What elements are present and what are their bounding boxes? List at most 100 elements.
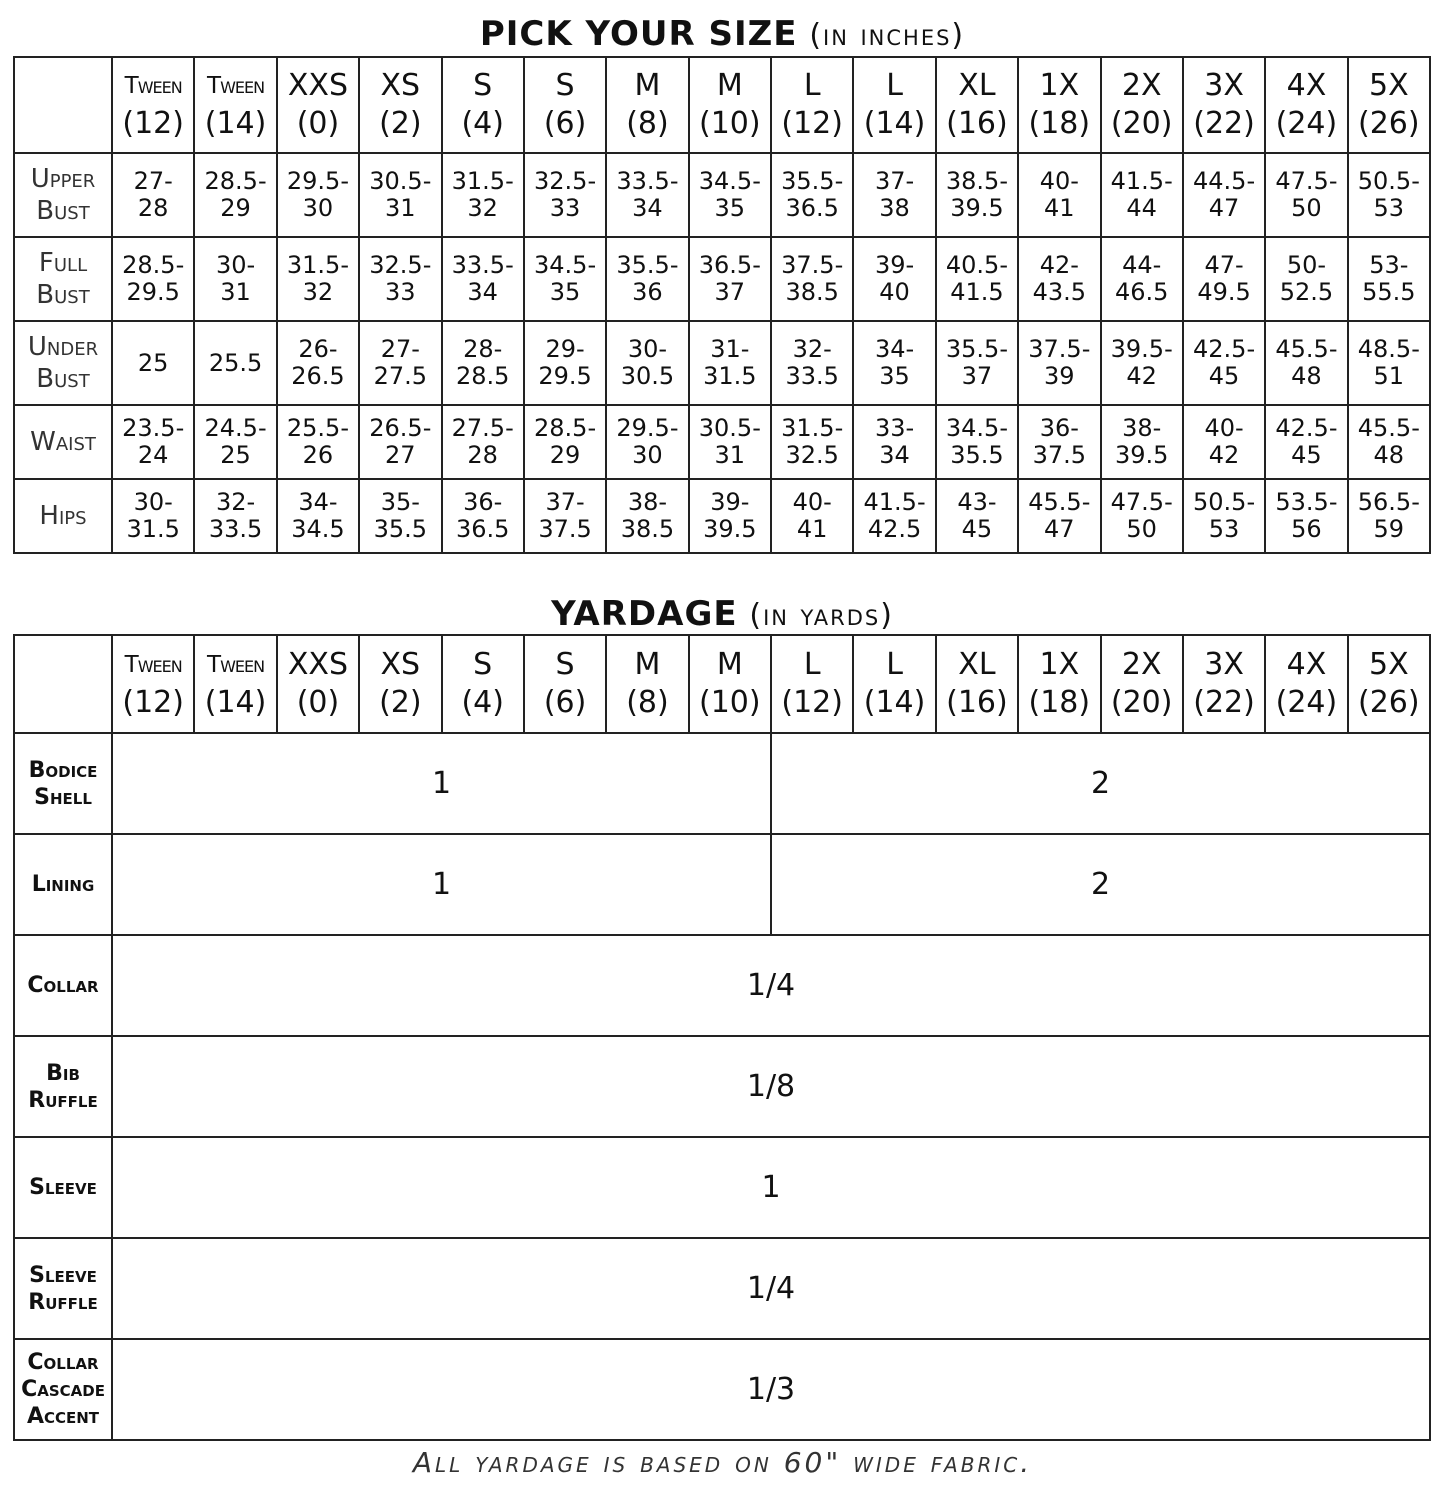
cell-line: 31 — [714, 441, 746, 469]
size-number: (14) — [204, 685, 267, 720]
cell-line: 32- — [792, 335, 832, 363]
cell-line: 37- — [545, 488, 585, 516]
size-name: XS — [380, 647, 421, 682]
cell-line: Waist — [30, 427, 96, 457]
measurement-row: Under Bust 25 25.5 26- 26.5 27- 27.5 28- 28.5 29- 2… — [13, 320, 1432, 406]
measurement-value: 33- 34 — [852, 404, 937, 480]
size-column-header: 4X (24) — [1264, 634, 1349, 734]
size-name: 3X — [1204, 647, 1244, 682]
cell-line: 37.5- — [1028, 335, 1091, 363]
cell-line: Bust — [36, 196, 90, 226]
measurement-value: 39.5- 42 — [1099, 320, 1184, 406]
measurement-row: Full Bust 28.5- 29.5 30- 31 31.5- 32 32.5- 33 33.5… — [13, 236, 1432, 322]
yardage-row: Sleeve 1 — [13, 1136, 1431, 1239]
size-number: (10) — [699, 685, 761, 720]
measurement-value: 32- 33.5 — [769, 320, 855, 406]
measurement-value: 26- 26.5 — [275, 320, 361, 406]
measurement-value: 28.5- 29 — [193, 152, 278, 238]
measurement-value: 47.5- 50 — [1099, 478, 1184, 554]
yardage-value: 2 — [770, 833, 1431, 936]
size-number: (20) — [1110, 106, 1173, 141]
yardage-row: Bib Ruffle 1/8 — [13, 1035, 1431, 1138]
measurement-value: 32.5- 33 — [522, 152, 608, 238]
cell-line: 39- — [710, 488, 750, 516]
cell-line: 53.5- — [1275, 488, 1338, 516]
cell-line: 33.5 — [208, 515, 263, 543]
cell-line: 27- — [133, 167, 173, 195]
size-column-header: XXS (0) — [275, 634, 361, 734]
cell-line: 38.5 — [785, 278, 839, 306]
cell-line: 33 — [549, 194, 581, 222]
measurement-value: 26.5- 27 — [358, 404, 443, 480]
cell-line: 29.5 — [538, 362, 592, 390]
size-name: S — [473, 647, 493, 682]
measurement-label: Upper Bust — [13, 152, 113, 238]
measurement-value: 29- 29.5 — [522, 320, 608, 406]
cell-line: 56 — [1291, 515, 1322, 543]
cell-line: 40.5- — [945, 251, 1008, 279]
measurement-value: 41.5- 44 — [1099, 152, 1184, 238]
cell-line: 38 — [879, 194, 910, 222]
size-column-header: S (6) — [522, 56, 608, 154]
size-column-header: 5X (26) — [1346, 634, 1432, 734]
measurement-label: Hips — [13, 478, 113, 554]
measurement-value: 37.5- 38.5 — [769, 236, 855, 322]
cell-line: 37- — [874, 167, 915, 195]
cell-line: 45.5- — [1275, 335, 1338, 363]
size-column-header: XXS (0) — [275, 56, 361, 154]
measurement-value: 40.5- 41.5 — [934, 236, 1020, 322]
cell-line: Bust — [36, 364, 90, 394]
size-number: (0) — [296, 106, 340, 141]
yardage-unit: (in yards) — [749, 598, 894, 633]
cell-line: 43.5 — [1032, 278, 1087, 306]
cell-line: 46.5 — [1114, 278, 1169, 306]
size-column-header: M (10) — [687, 56, 773, 154]
cell-line: 42 — [1208, 441, 1240, 469]
size-number: (2) — [379, 685, 422, 720]
size-column-header: Tween (14) — [193, 634, 278, 734]
cell-line: 42.5- — [1275, 414, 1338, 442]
size-number: (24) — [1275, 106, 1338, 141]
yardage-title: YARDAGE (in yards) — [0, 594, 1445, 634]
size-number: (6) — [543, 685, 587, 720]
cell-line: 51 — [1373, 362, 1405, 390]
cell-line: 34- — [298, 488, 338, 516]
measurement-value: 35- 35.5 — [358, 478, 443, 554]
cell-line: 36.5 — [455, 515, 510, 543]
size-name: L — [803, 647, 821, 682]
cell-line: 50.5- — [1193, 488, 1256, 516]
cell-line: 36- — [1039, 414, 1079, 442]
header-row: Tween (12) Tween (14) XXS (0) XS (2) S (4) S (6) M (8… — [13, 56, 1432, 154]
cell-line: 36 — [632, 278, 663, 306]
cell-line: 50 — [1126, 515, 1157, 543]
measurement-value: 34- 34.5 — [275, 478, 361, 554]
cell-line: Sleeve — [29, 1262, 97, 1288]
cell-line: 31.5- — [286, 251, 349, 279]
measurement-value: 28.5- 29.5 — [110, 236, 196, 322]
cell-line: 29.5- — [616, 414, 679, 442]
cell-line: Full — [38, 248, 88, 278]
cell-line: 39.5 — [950, 194, 1004, 222]
cell-line: 35.5 — [950, 441, 1004, 469]
measurement-value: 31.5- 32.5 — [769, 404, 855, 480]
cell-line: 29- — [545, 335, 585, 363]
cell-line: 34- — [874, 335, 915, 363]
cell-line: 39 — [1044, 362, 1075, 390]
size-name: XXS — [287, 68, 349, 103]
size-name: 2X — [1121, 68, 1162, 103]
cell-line: 25 — [137, 348, 169, 377]
size-chart-unit: (in inches) — [809, 18, 966, 53]
measurement-value: 31.5- 32 — [440, 152, 525, 238]
cell-line: 36.5- — [698, 251, 761, 279]
size-number: (4) — [461, 685, 504, 720]
cell-line: Under — [27, 332, 99, 362]
cell-line: 33.5- — [451, 251, 514, 279]
size-name: L — [886, 68, 903, 103]
corner-cell — [13, 56, 113, 154]
cell-line: 36- — [463, 488, 503, 516]
cell-line: 28- — [463, 335, 503, 363]
cell-line: 50.5- — [1357, 167, 1420, 195]
yardage-value: 1/3 — [111, 1338, 1431, 1441]
size-number: (14) — [863, 685, 926, 720]
measurement-value: 53- 55.5 — [1346, 236, 1432, 322]
